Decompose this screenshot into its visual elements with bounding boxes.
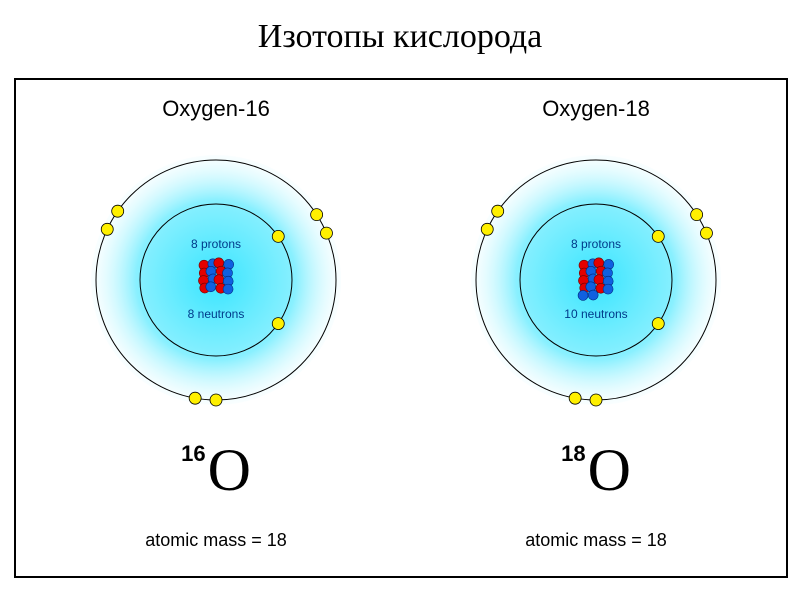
page-title: Изотопы кислорода xyxy=(0,0,800,70)
electron xyxy=(691,209,703,221)
electron xyxy=(272,230,284,242)
neutron xyxy=(206,282,216,292)
electron xyxy=(272,318,284,330)
diagram-frame: Oxygen-16 8 protons 8 neutrons 16 O atom… xyxy=(14,78,788,578)
protons-label: 8 protons xyxy=(191,237,241,251)
electron xyxy=(569,392,581,404)
electron xyxy=(652,230,664,242)
mass-number: 16 xyxy=(181,441,205,467)
electron xyxy=(189,392,201,404)
electron xyxy=(101,223,113,235)
electron xyxy=(652,318,664,330)
isotope-panel-o18: Oxygen-18 8 protons 10 neutrons 18 O ato… xyxy=(416,80,776,580)
neutron xyxy=(588,290,598,300)
element-symbol-row: 18 O xyxy=(561,445,631,496)
atom-diagram-o18: 8 protons 10 neutrons xyxy=(456,140,736,420)
mass-number: 18 xyxy=(561,441,585,467)
neutron xyxy=(603,284,613,294)
electron xyxy=(112,205,124,217)
proton xyxy=(594,275,604,285)
atom-diagram-o16: 8 protons 8 neutrons xyxy=(76,140,356,420)
element-symbol: O xyxy=(208,445,251,496)
electron xyxy=(481,223,493,235)
atomic-mass-label: atomic mass = 18 xyxy=(36,530,396,551)
atomic-mass-label: atomic mass = 18 xyxy=(416,530,776,551)
protons-label: 8 protons xyxy=(571,237,621,251)
isotope-panel-o16: Oxygen-16 8 protons 8 neutrons 16 O atom… xyxy=(36,80,396,580)
element-symbol: O xyxy=(588,445,631,496)
neutron xyxy=(578,290,588,300)
neutrons-label: 10 neutrons xyxy=(564,307,627,321)
electron xyxy=(492,205,504,217)
nucleus xyxy=(578,258,614,301)
isotope-name: Oxygen-16 xyxy=(36,96,396,122)
nucleus xyxy=(198,258,233,294)
electron xyxy=(210,394,222,406)
electron xyxy=(700,227,712,239)
isotope-name: Oxygen-18 xyxy=(416,96,776,122)
element-symbol-row: 16 O xyxy=(181,445,251,496)
proton xyxy=(214,275,224,285)
neutrons-label: 8 neutrons xyxy=(188,307,245,321)
electron xyxy=(311,209,323,221)
electron xyxy=(320,227,332,239)
neutron xyxy=(223,284,233,294)
electron xyxy=(590,394,602,406)
